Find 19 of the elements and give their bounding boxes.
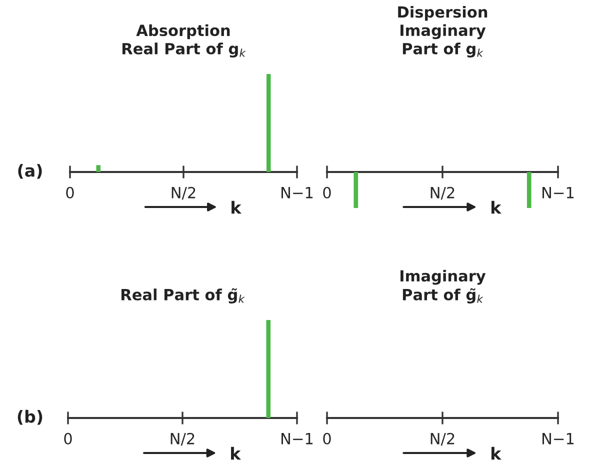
text: (b) [18,410,42,425]
chart-title: Absorption Real Part of g$_{k}$ [122,24,246,58]
x-tick-label: 0 [66,186,74,198]
chart-title: Real Part of g̃$_{k}$ [121,288,245,304]
chart-title: Dispersion Imaginary Part of g$_{k}$ [398,6,488,58]
x-axis-title: k [491,200,502,214]
x-axis-title: k [232,200,242,214]
text: k [491,446,502,460]
x-tick-label: N/2 [172,186,196,200]
x-tick-label: N/2 [170,432,194,446]
x-tick-label: 0 [323,186,331,198]
text: (a) [18,164,42,179]
x-axis-title: k [231,446,242,460]
x-tick-label: N−1 [282,433,313,444]
x-tick-label: N−1 [282,187,313,198]
x-tick-label: N−1 [542,187,574,198]
x-tick-label: N/2 [430,186,454,200]
text: Imaginary Part of g̃$_{k}$ [400,270,486,304]
x-tick-label: 0 [64,432,72,444]
